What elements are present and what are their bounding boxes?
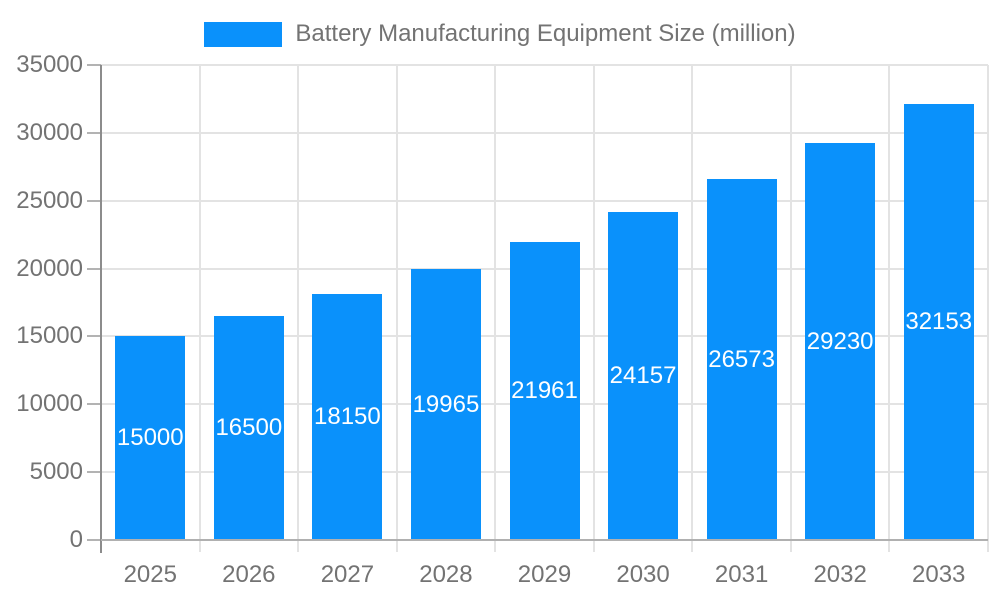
x-axis-tick xyxy=(888,540,891,552)
x-axis-line xyxy=(101,539,988,541)
y-axis-tick-label: 15000 xyxy=(16,322,83,350)
bar[interactable]: 24157 xyxy=(608,212,679,540)
y-axis-tick-label: 10000 xyxy=(16,390,83,418)
bar-value-label: 29230 xyxy=(806,327,874,355)
x-axis-tick-label: 2031 xyxy=(714,561,769,588)
y-axis-tick xyxy=(87,64,101,66)
x-axis-tick xyxy=(494,540,497,552)
bar[interactable]: 21961 xyxy=(509,241,580,540)
vertical-gridline xyxy=(789,65,792,540)
x-axis-tick-label: 2028 xyxy=(419,561,473,588)
x-axis-tick-label: 2030 xyxy=(616,561,670,588)
x-axis-tick-label: 2029 xyxy=(517,561,572,588)
bar-value-label: 18150 xyxy=(314,402,381,430)
horizontal-gridline xyxy=(101,64,988,66)
y-axis-tick-label: 0 xyxy=(69,526,83,553)
chart-legend[interactable]: Battery Manufacturing Equipment Size (mi… xyxy=(0,20,1000,48)
x-axis-tick xyxy=(198,540,201,552)
bar[interactable]: 18150 xyxy=(312,293,383,540)
bar-value-label: 32153 xyxy=(905,307,973,335)
vertical-gridline xyxy=(888,65,891,540)
x-axis-tick xyxy=(789,540,792,552)
x-axis-tick-label: 2026 xyxy=(222,561,276,588)
y-axis-tick xyxy=(87,199,101,202)
bar[interactable]: 29230 xyxy=(805,143,876,540)
bar[interactable]: 16500 xyxy=(213,316,284,540)
legend-label: Battery Manufacturing Equipment Size (mi… xyxy=(295,20,796,47)
y-axis-tick xyxy=(87,471,101,474)
x-axis-tick-label: 2032 xyxy=(813,561,867,588)
y-axis-tick xyxy=(87,403,101,406)
y-axis-tick-label: 5000 xyxy=(29,458,83,486)
bar[interactable]: 15000 xyxy=(115,336,186,540)
x-axis-tick-label: 2027 xyxy=(320,561,375,588)
x-axis-tick xyxy=(691,540,694,552)
horizontal-gridline xyxy=(101,199,988,202)
y-axis-tick-label: 30000 xyxy=(16,118,83,146)
vertical-gridline xyxy=(691,65,694,540)
y-axis-tick-label: 20000 xyxy=(16,254,83,282)
bar[interactable]: 26573 xyxy=(706,179,777,540)
bar-value-label: 15000 xyxy=(116,424,184,452)
vertical-gridline xyxy=(198,65,201,540)
bar[interactable]: 19965 xyxy=(410,269,481,540)
x-axis-tick xyxy=(395,540,398,552)
plot-area: 0 5000 10000 15000 20000 25000 30000 35000 15000… xyxy=(16,52,989,588)
bar-value-label: 21961 xyxy=(511,376,578,404)
x-axis-tick xyxy=(592,540,595,552)
y-axis-tick-label: 35000 xyxy=(16,51,83,78)
x-axis-tick xyxy=(987,540,989,552)
x-axis-tick-label: 2025 xyxy=(123,561,177,588)
vertical-gridline xyxy=(395,65,398,540)
bar-value-label: 26573 xyxy=(708,345,775,373)
y-axis-line xyxy=(100,65,102,553)
y-axis-tick-label: 25000 xyxy=(16,186,83,214)
y-axis-tick xyxy=(87,539,101,541)
horizontal-gridline xyxy=(101,131,988,134)
x-axis-tick xyxy=(297,540,300,552)
y-axis-tick xyxy=(87,335,101,338)
bar-value-label: 24157 xyxy=(609,362,677,390)
y-axis-tick xyxy=(87,267,101,270)
vertical-gridline xyxy=(987,65,989,540)
legend-swatch xyxy=(204,21,283,47)
bar-value-label: 16500 xyxy=(215,414,283,442)
vertical-gridline xyxy=(494,65,497,540)
vertical-gridline xyxy=(297,65,300,540)
x-axis-tick-label: 2033 xyxy=(912,561,966,588)
bar[interactable]: 32153 xyxy=(903,103,974,540)
bar-value-label: 19965 xyxy=(412,390,480,418)
y-axis-tick xyxy=(87,131,101,134)
vertical-gridline xyxy=(592,65,595,540)
